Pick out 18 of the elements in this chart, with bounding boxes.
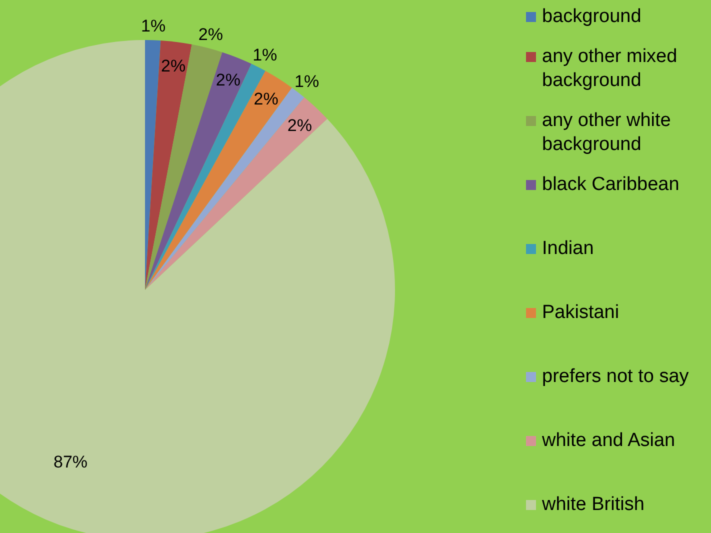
- data-label: 1%: [294, 72, 320, 91]
- legend-label: background: [542, 5, 642, 29]
- legend-label: Indian: [542, 237, 595, 261]
- legend-label: black Caribbean: [542, 173, 680, 197]
- data-label: 2%: [198, 24, 223, 44]
- data-label: 1%: [252, 45, 278, 64]
- legend-label: white and Asian: [542, 429, 676, 453]
- legend-label: white British: [542, 493, 646, 517]
- data-label: 2%: [216, 70, 240, 90]
- data-label: 2%: [161, 56, 186, 76]
- data-label: 87%: [54, 452, 88, 472]
- data-label: 1%: [141, 16, 166, 36]
- legend-label: any other mixed background: [542, 45, 678, 93]
- data-label: 2%: [254, 90, 278, 109]
- data-label: 2%: [287, 116, 312, 135]
- legend-label: Pakistani: [542, 301, 620, 325]
- legend-label: prefers not to say: [542, 365, 690, 389]
- legend-label: any other white background: [542, 109, 672, 157]
